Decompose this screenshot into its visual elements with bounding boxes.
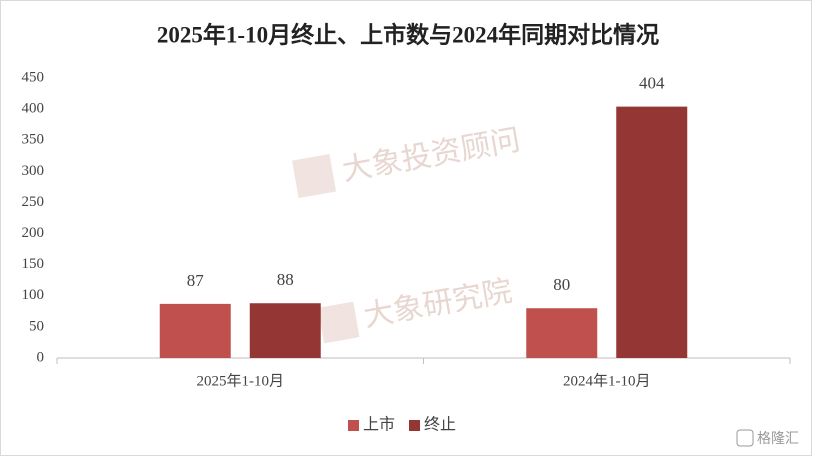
watermark-icon xyxy=(317,301,360,344)
data-label: 88 xyxy=(277,270,294,289)
data-label: 87 xyxy=(187,271,205,290)
y-tick-label: 400 xyxy=(22,101,45,117)
legend-swatch xyxy=(348,420,359,431)
y-tick-label: 250 xyxy=(22,194,45,210)
x-tick-label: 2025年1-10月 xyxy=(197,372,285,389)
legend-swatch xyxy=(409,420,421,431)
x-tick-label: 2024年1-10月 xyxy=(563,372,651,389)
logo-text: 格隆汇 xyxy=(757,431,799,447)
data-label: 404 xyxy=(639,74,665,93)
watermark-icon xyxy=(292,154,337,199)
data-label: 80 xyxy=(553,275,570,294)
y-tick-label: 150 xyxy=(22,256,45,272)
bar xyxy=(526,308,598,358)
legend-label: 终止 xyxy=(424,416,456,434)
logo-icon xyxy=(736,429,754,447)
y-tick-label: 350 xyxy=(22,132,45,148)
bar xyxy=(616,106,688,358)
bar xyxy=(249,303,321,358)
y-tick-label: 200 xyxy=(22,225,45,241)
y-tick-label: 50 xyxy=(29,318,44,334)
legend-label: 上市 xyxy=(363,416,395,434)
y-tick-label: 450 xyxy=(22,69,45,85)
y-tick-label: 100 xyxy=(22,287,45,303)
y-tick-label: 300 xyxy=(22,163,45,179)
y-tick-label: 0 xyxy=(37,349,45,365)
chart-title: 2025年1-10月终止、上市数与2024年同期对比情况 xyxy=(157,21,659,47)
bar xyxy=(159,303,231,358)
